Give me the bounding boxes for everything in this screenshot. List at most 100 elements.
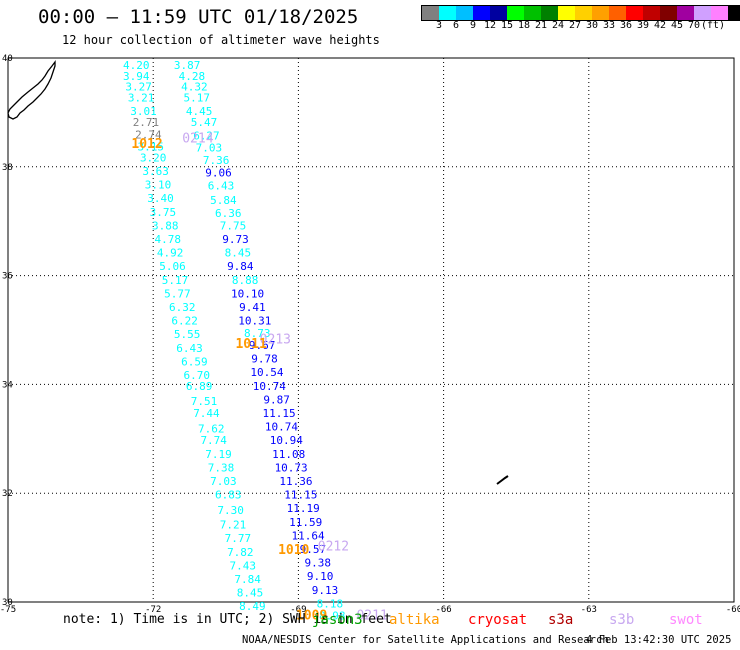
color-scale-bar xyxy=(421,5,740,21)
lat-tick-label: 32 xyxy=(2,489,13,499)
color-scale-label: 39 xyxy=(636,20,650,31)
wave-height-point: 8.98 xyxy=(319,609,346,622)
color-scale-label: 70 xyxy=(687,20,701,31)
generated-timestamp: 4 Feb 13:42:30 UTC 2025 xyxy=(586,634,732,646)
wave-height-point: 3.10 xyxy=(145,179,172,192)
wave-height-point: 11.15 xyxy=(284,489,317,502)
wave-height-point: 4.45 xyxy=(186,105,213,118)
wave-height-point: 3.21 xyxy=(128,92,155,105)
color-swatch xyxy=(575,6,592,20)
wave-height-point: 7.82 xyxy=(227,546,254,559)
wave-height-point: 6.89 xyxy=(186,380,213,393)
wave-height-point: 4.28 xyxy=(179,70,206,83)
color-scale-label: 15 xyxy=(500,20,514,31)
color-swatch xyxy=(677,6,694,20)
color-scale-label: 42 xyxy=(653,20,667,31)
wave-height-point: 9.84 xyxy=(227,260,254,273)
cycle-label: 1009 xyxy=(296,608,327,623)
satellite-legend-s3a: s3a xyxy=(548,612,574,628)
wave-height-point: 7.03 xyxy=(210,475,237,488)
wave-height-point: 7.84 xyxy=(234,573,261,586)
wave-height-point: 10.31 xyxy=(238,315,271,328)
map-subtitle: 12 hour collection of altimeter wave hei… xyxy=(62,33,380,47)
color-scale-label: (ft) xyxy=(701,20,726,31)
wave-height-point: 6.43 xyxy=(176,342,203,355)
wave-height-point: 7.75 xyxy=(220,219,247,232)
wave-height-point: 3.15 xyxy=(138,140,165,153)
wave-height-point: 5.17 xyxy=(162,274,189,287)
color-swatch xyxy=(456,6,473,20)
wave-height-point: 7.44 xyxy=(193,407,220,420)
color-scale-label: 21 xyxy=(534,20,548,31)
wave-height-point: 3.27 xyxy=(125,81,152,94)
wave-height-point: 11.19 xyxy=(287,502,320,515)
wave-height-point: 6.27 xyxy=(193,130,220,143)
map-frame xyxy=(7,57,735,603)
wave-height-point: 11.36 xyxy=(279,475,312,488)
pass-time-label: 0213 xyxy=(260,333,291,348)
wave-height-point: 7.51 xyxy=(191,395,218,408)
wave-height-point: 9.38 xyxy=(305,557,332,570)
color-swatch xyxy=(626,6,643,20)
wave-height-point: 9.13 xyxy=(312,584,339,597)
wave-height-point: 6.22 xyxy=(171,315,198,328)
lat-tick-label: 34 xyxy=(2,380,13,390)
wave-height-point: 3.63 xyxy=(142,165,169,178)
wave-height-point: 9.78 xyxy=(251,353,278,366)
color-swatch xyxy=(592,6,609,20)
wave-height-point: 7.38 xyxy=(208,461,235,474)
color-swatch xyxy=(439,6,456,20)
color-swatch xyxy=(711,6,728,20)
color-scale-label: 3 xyxy=(435,20,443,31)
wave-height-point: 6.32 xyxy=(169,301,196,314)
wave-height-point: 6.83 xyxy=(215,489,242,502)
wave-height-point: 10.74 xyxy=(265,421,298,434)
wave-height-point: 10.73 xyxy=(275,461,308,474)
lat-tick-label: 36 xyxy=(2,272,13,282)
color-scale-label: 30 xyxy=(585,20,599,31)
wave-height-point: 6.70 xyxy=(184,369,211,382)
satellite-legend-s3b: s3b xyxy=(609,612,635,628)
wave-height-point: 11.64 xyxy=(292,529,325,542)
wave-height-point: 7.21 xyxy=(220,519,247,532)
wave-height-point: 5.55 xyxy=(174,328,201,341)
color-scale-label: 18 xyxy=(517,20,531,31)
wave-height-point: 3.88 xyxy=(152,219,179,232)
color-scale-label: 12 xyxy=(483,20,497,31)
color-scale-label: 27 xyxy=(568,20,582,31)
wave-height-point: 9.87 xyxy=(263,393,290,406)
color-swatch xyxy=(728,6,740,20)
wave-height-point: 11.15 xyxy=(262,407,295,420)
wave-height-point: 9.41 xyxy=(239,301,266,314)
color-scale-label: 36 xyxy=(619,20,633,31)
wave-height-point: 5.17 xyxy=(184,92,211,105)
map-grid xyxy=(8,58,734,602)
satellite-legend-cryosat: cryosat xyxy=(468,612,528,628)
satellite-legend-jason3: jason3 xyxy=(312,612,363,628)
color-swatch xyxy=(643,6,660,20)
color-swatch xyxy=(524,6,541,20)
wave-height-point: 4.78 xyxy=(154,233,181,246)
wave-height-point: 7.74 xyxy=(200,434,227,447)
map-tick-labels: -75 -72 -69 -66 -63 -60 40 38 36 34 32 30 xyxy=(0,54,740,615)
wave-height-point: 4.32 xyxy=(181,81,208,94)
color-scale-label: 24 xyxy=(551,20,565,31)
wave-height-point: 6.36 xyxy=(215,207,242,220)
wave-height-point: 8.88 xyxy=(232,274,259,287)
wave-height-point: 9.67 xyxy=(249,339,276,352)
wave-height-point: 10.74 xyxy=(253,380,286,393)
wave-height-point: 5.06 xyxy=(159,260,186,273)
lat-tick-label: 30 xyxy=(2,598,13,608)
wave-height-point: 8.45 xyxy=(237,587,264,600)
color-scale-label: 6 xyxy=(452,20,460,31)
satellite-legend-altika: altika xyxy=(389,612,440,628)
pass-time-label: 0211 xyxy=(356,608,387,623)
coastline-island xyxy=(496,475,509,485)
wave-height-point: 3.94 xyxy=(123,70,150,83)
wave-height-point: 8.49 xyxy=(239,600,266,613)
lon-tick-label: -72 xyxy=(145,605,161,615)
color-swatch xyxy=(660,6,677,20)
wave-height-point: 8.73 xyxy=(244,327,271,340)
satellite-legend: jason3 altika cryosat s3a s3b swot xyxy=(0,612,740,630)
